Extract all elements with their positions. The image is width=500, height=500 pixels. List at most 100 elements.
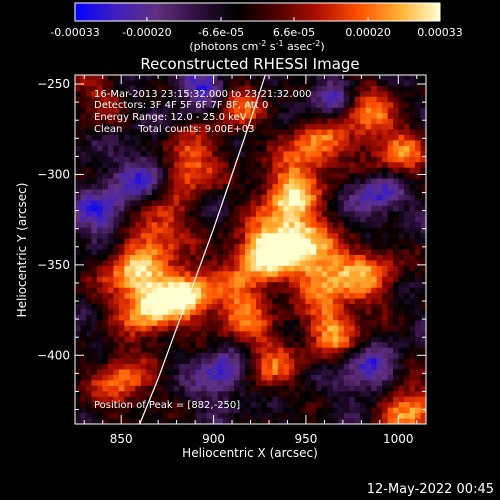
heatmap-cell <box>223 260 229 267</box>
heatmap-cell <box>118 118 125 125</box>
heatmap-cell <box>146 380 153 387</box>
heatmap-cell <box>107 107 114 114</box>
heatmap-cell <box>255 194 262 201</box>
heatmap-cell <box>107 233 114 239</box>
heatmap-cell <box>376 276 383 283</box>
heatmap-cell <box>371 244 378 250</box>
heatmap-cell <box>299 396 306 403</box>
heatmap-cell <box>398 178 405 185</box>
heatmap-cell <box>354 85 361 92</box>
heatmap-cell <box>305 129 312 136</box>
heatmap-cell <box>102 276 109 283</box>
heatmap-cell <box>354 271 361 278</box>
heatmap-cell <box>179 364 186 370</box>
heatmap-cell <box>250 391 257 398</box>
heatmap-cell <box>118 402 125 409</box>
heatmap-cell <box>217 336 224 343</box>
heatmap-cell <box>96 184 103 190</box>
heatmap-cell <box>299 320 306 327</box>
heatmap-cell <box>277 276 284 283</box>
heatmap-cell <box>387 391 394 398</box>
heatmap-cell <box>327 385 334 392</box>
heatmap-cell <box>146 331 153 338</box>
heatmap-cell <box>398 102 405 109</box>
heatmap-cell <box>277 151 284 158</box>
heatmap-cell <box>343 413 350 419</box>
heatmap-cell <box>184 167 191 174</box>
heatmap-cell <box>168 309 175 316</box>
heatmap-cell <box>415 249 421 256</box>
heatmap-cell <box>415 298 421 305</box>
heatmap-cell <box>85 96 92 103</box>
heatmap-cell <box>266 222 273 229</box>
annotation-detectors: Detectors: 3F 4F 5F 6F 7F 8F, Att 0 <box>94 100 268 111</box>
heatmap-cell <box>266 249 273 256</box>
heatmap-cell <box>228 325 235 332</box>
heatmap-cell <box>124 140 131 147</box>
heatmap-cell <box>382 244 389 250</box>
heatmap-cell <box>420 374 426 381</box>
heatmap-cell <box>299 145 306 152</box>
heatmap-cell <box>393 222 399 229</box>
heatmap-cell <box>201 216 208 223</box>
heatmap-cell <box>102 178 109 185</box>
heatmap-cell <box>96 325 103 332</box>
heatmap-cell <box>113 129 120 136</box>
heatmap-cell <box>179 407 186 414</box>
heatmap-cell <box>151 369 158 376</box>
heatmap-cell <box>365 260 372 267</box>
heatmap-cell <box>195 151 202 158</box>
heatmap-cell <box>250 276 257 283</box>
heatmap-cell <box>387 260 394 267</box>
heatmap-cell <box>332 151 339 158</box>
heatmap-cell <box>261 271 268 278</box>
heatmap-cell <box>266 205 273 212</box>
heatmap-cell <box>184 287 191 294</box>
heatmap-cell <box>338 124 345 130</box>
heatmap-cell <box>382 91 389 98</box>
heatmap-cell <box>343 282 350 289</box>
heatmap-cell <box>173 407 180 414</box>
heatmap-cell <box>179 325 186 332</box>
heatmap-cell <box>212 396 218 403</box>
heatmap-cell <box>102 380 109 387</box>
heatmap-cell <box>288 227 295 234</box>
heatmap-cell <box>420 107 426 114</box>
heatmap-cell <box>140 134 147 141</box>
heatmap-cell <box>239 151 246 158</box>
heatmap-cell <box>85 124 92 130</box>
heatmap-cell <box>376 162 383 169</box>
x-axis-label: Heliocentric X (arcsec) <box>182 446 318 460</box>
heatmap-cell <box>179 260 186 267</box>
heatmap-cell <box>162 347 169 354</box>
heatmap-cell <box>239 369 246 376</box>
heatmap-cell <box>85 227 92 234</box>
heatmap-cell <box>255 309 262 316</box>
heatmap-cell <box>113 233 120 239</box>
heatmap-cell <box>420 287 426 294</box>
heatmap-cell <box>272 156 279 163</box>
heatmap-cell <box>261 233 268 239</box>
heatmap-cell <box>277 118 284 125</box>
heatmap-cell <box>360 249 367 256</box>
heatmap-cell <box>157 113 164 120</box>
heatmap-cell <box>184 385 191 392</box>
heatmap-cell <box>135 385 142 392</box>
heatmap-cell <box>393 402 399 409</box>
heatmap-cell <box>124 402 131 409</box>
heatmap-cell <box>146 151 153 158</box>
heatmap-cell <box>283 162 290 169</box>
heatmap-cell <box>190 336 197 343</box>
heatmap-cell <box>85 325 92 332</box>
heatmap-cell <box>124 304 131 310</box>
heatmap-cell <box>179 80 186 87</box>
heatmap-cell <box>321 380 328 387</box>
heatmap-cell <box>168 124 175 130</box>
heatmap-cell <box>190 162 197 169</box>
heatmap-cell <box>245 293 251 299</box>
heatmap-cell <box>283 227 290 234</box>
heatmap-cell <box>113 353 120 359</box>
heatmap-cell <box>310 293 317 299</box>
heatmap-cell <box>223 134 229 141</box>
heatmap-cell <box>201 314 208 321</box>
